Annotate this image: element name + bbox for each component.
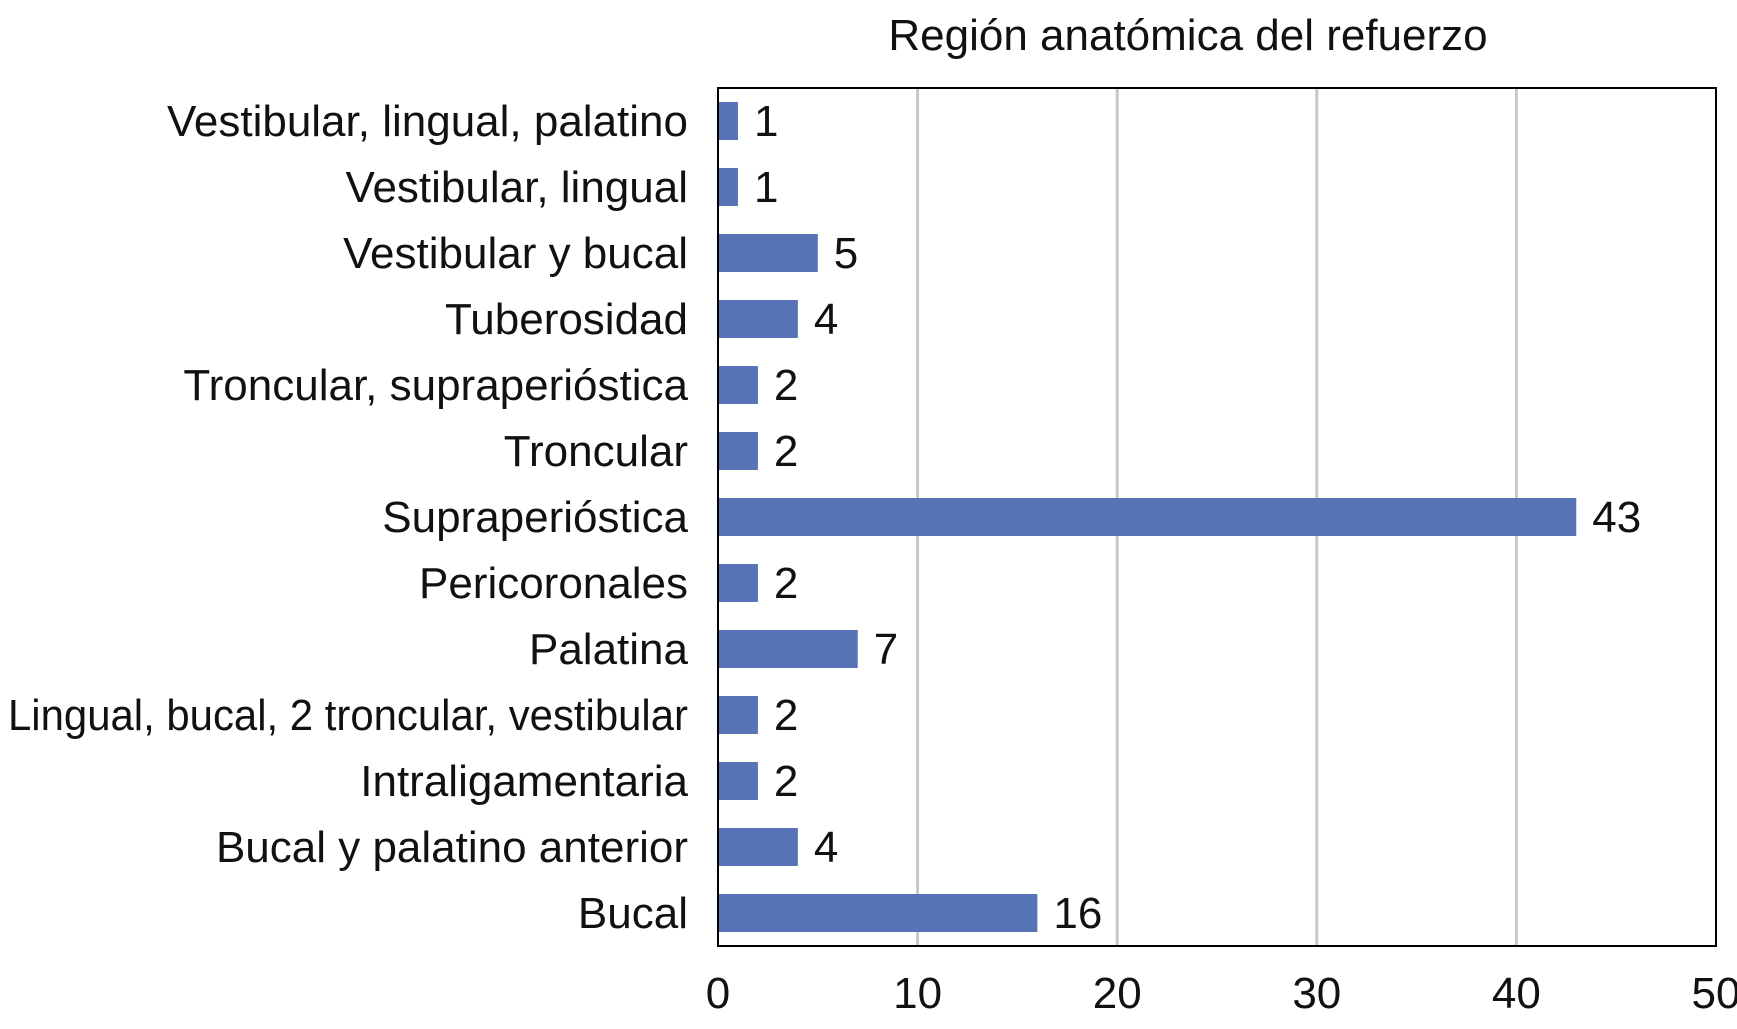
bar bbox=[718, 366, 758, 404]
category-label: Pericoronales bbox=[419, 559, 688, 608]
category-label: Vestibular, lingual bbox=[346, 163, 688, 212]
chart-title: Región anatómica del refuerzo bbox=[888, 11, 1487, 60]
category-label: Palatina bbox=[529, 625, 689, 674]
data-label: 2 bbox=[774, 691, 798, 740]
bar bbox=[718, 234, 818, 272]
x-tick-label: 0 bbox=[706, 969, 730, 1018]
bars bbox=[718, 102, 1577, 932]
x-tick-label: 40 bbox=[1492, 969, 1541, 1018]
bar bbox=[718, 168, 738, 206]
category-label: Troncular, supraperióstica bbox=[183, 361, 688, 410]
data-label: 2 bbox=[774, 427, 798, 476]
bar bbox=[718, 696, 758, 734]
data-label: 5 bbox=[834, 229, 858, 278]
x-tick-label: 20 bbox=[1093, 969, 1142, 1018]
category-label: Lingual, bucal, 2 troncular, vestibular bbox=[8, 691, 688, 740]
bar bbox=[718, 498, 1577, 536]
bar bbox=[718, 828, 798, 866]
bar bbox=[718, 432, 758, 470]
category-label: Supraperióstica bbox=[382, 493, 688, 542]
data-label: 16 bbox=[1053, 889, 1102, 938]
bar bbox=[718, 894, 1038, 932]
bar bbox=[718, 102, 738, 140]
data-label: 2 bbox=[774, 361, 798, 410]
x-tick-label: 30 bbox=[1292, 969, 1341, 1018]
bar bbox=[718, 630, 858, 668]
bar bbox=[718, 300, 798, 338]
data-label: 7 bbox=[874, 625, 898, 674]
data-label: 1 bbox=[754, 163, 778, 212]
category-label: Vestibular, lingual, palatino bbox=[167, 97, 688, 146]
data-label: 43 bbox=[1592, 493, 1641, 542]
category-label: Troncular bbox=[504, 427, 688, 476]
category-label: Bucal y palatino anterior bbox=[216, 823, 688, 872]
x-tick-label: 50 bbox=[1692, 969, 1737, 1018]
data-label: 4 bbox=[814, 295, 838, 344]
data-label: 2 bbox=[774, 757, 798, 806]
data-label: 2 bbox=[774, 559, 798, 608]
category-label: Bucal bbox=[578, 889, 688, 938]
category-labels: Vestibular, lingual, palatino Vestibular,… bbox=[8, 97, 689, 938]
data-label: 1 bbox=[754, 97, 778, 146]
category-label: Vestibular y bucal bbox=[343, 229, 688, 278]
data-label: 4 bbox=[814, 823, 838, 872]
bar bbox=[718, 762, 758, 800]
category-label: Intraligamentaria bbox=[360, 757, 688, 806]
bar bbox=[718, 564, 758, 602]
x-axis-tick-labels: 0 10 20 30 40 50 bbox=[706, 969, 1737, 1018]
plot-area-border bbox=[717, 87, 1717, 947]
category-label: Tuberosidad bbox=[445, 295, 688, 344]
x-tick-label: 10 bbox=[893, 969, 942, 1018]
